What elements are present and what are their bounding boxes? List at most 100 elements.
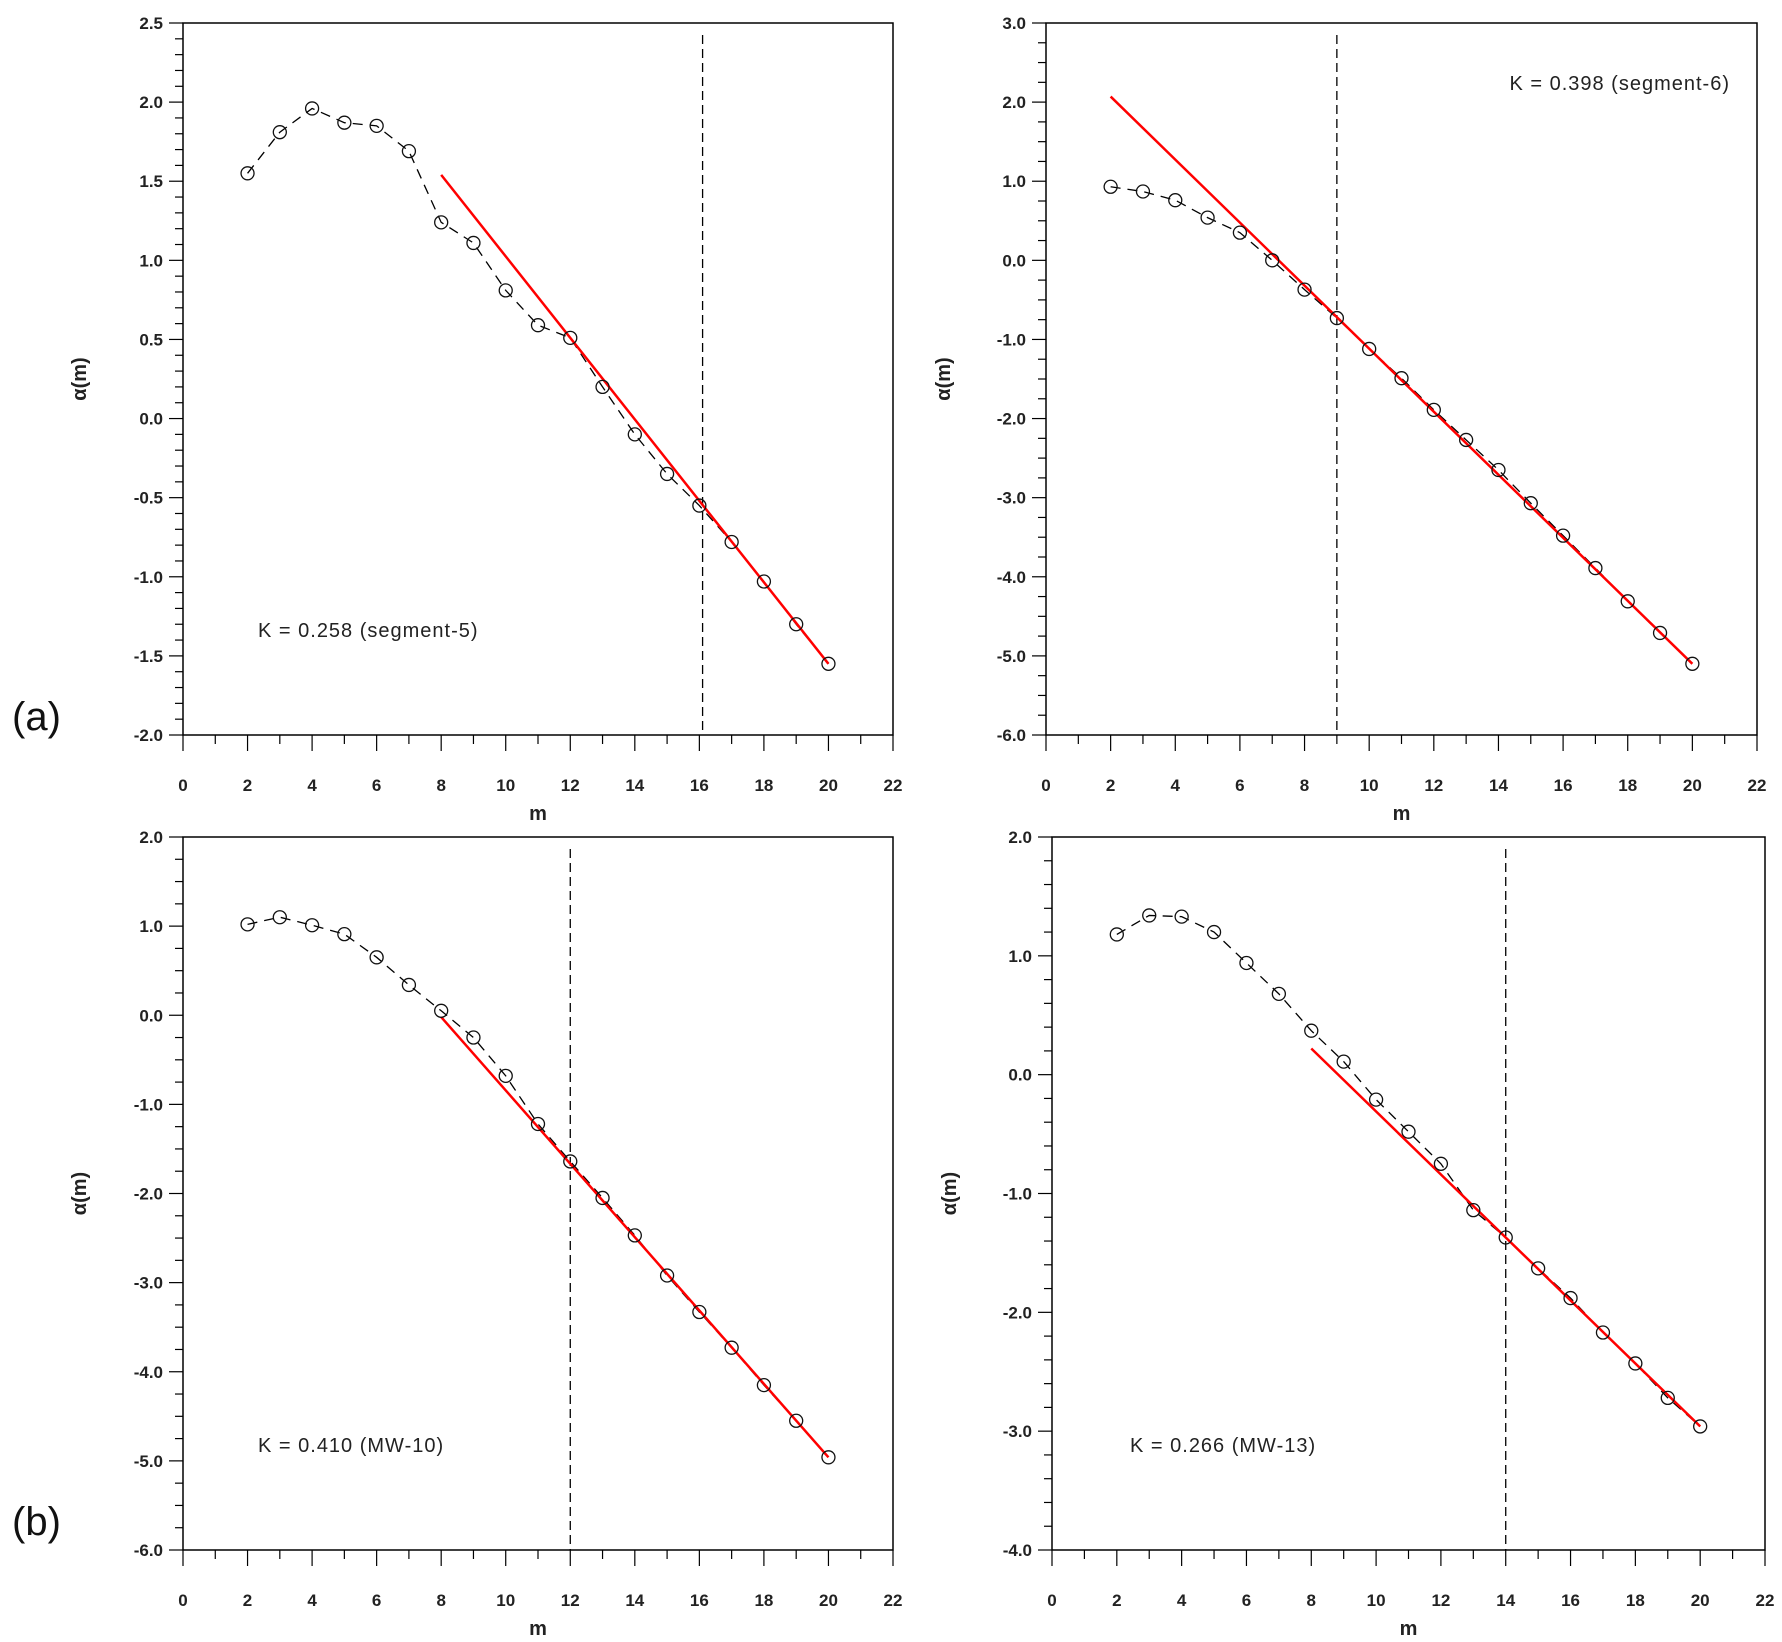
y-tick-label: -3.0 bbox=[1003, 1422, 1032, 1441]
data-point bbox=[240, 917, 255, 932]
data-point bbox=[1466, 1202, 1481, 1218]
y-tick-label: 0.0 bbox=[139, 1006, 163, 1025]
data-point bbox=[1336, 1054, 1351, 1069]
data-point bbox=[272, 125, 287, 140]
data-point bbox=[1595, 1325, 1611, 1340]
data-point bbox=[498, 283, 513, 298]
data-point bbox=[1652, 625, 1668, 641]
data-point bbox=[1368, 1092, 1384, 1107]
data-point bbox=[530, 1116, 546, 1132]
x-tick-label: 14 bbox=[1489, 776, 1508, 795]
data-point bbox=[1491, 462, 1506, 478]
data-point bbox=[724, 1340, 739, 1355]
x-tick-label: 22 bbox=[884, 776, 903, 795]
data-point bbox=[304, 101, 320, 116]
x-tick-label: 8 bbox=[1307, 1591, 1316, 1610]
y-tick-label: 2.0 bbox=[139, 828, 163, 847]
chart-panel-2: -6.0 -5.0 -4.0 -3.0 -2.0 -1.0 0.0 1.0 2.0 3.0 0 2 4 6… bbox=[933, 14, 1766, 825]
data-point bbox=[789, 617, 804, 632]
data-series-line bbox=[1110, 186, 1693, 665]
y-tick-label: -2.0 bbox=[134, 1185, 163, 1204]
data-point bbox=[756, 574, 772, 589]
y-tick-label: -4.0 bbox=[997, 568, 1026, 587]
data-point bbox=[434, 215, 449, 230]
y-tick-label: 0.0 bbox=[1008, 1066, 1032, 1085]
data-point bbox=[1142, 908, 1157, 923]
y-tick-label: -2.0 bbox=[997, 410, 1026, 429]
data-point bbox=[1239, 955, 1254, 971]
y-tick-label: 1.5 bbox=[139, 172, 163, 191]
data-point bbox=[627, 1228, 642, 1243]
x-tick-label: 12 bbox=[561, 776, 580, 795]
panel-label-b: (b) bbox=[12, 1500, 61, 1544]
data-point bbox=[1109, 927, 1124, 942]
data-point bbox=[1232, 225, 1248, 240]
y-tick-label: 2.0 bbox=[1008, 828, 1032, 847]
x-tick-label: 6 bbox=[372, 776, 381, 795]
y-tick-label: -2.0 bbox=[1003, 1303, 1032, 1322]
x-tick-label: 18 bbox=[1626, 1591, 1645, 1610]
data-point bbox=[434, 1003, 449, 1018]
x-tick-label: 20 bbox=[819, 776, 838, 795]
x-tick-label: 4 bbox=[307, 1591, 317, 1610]
data-point bbox=[1362, 341, 1377, 357]
panel-label-a: (a) bbox=[12, 695, 61, 739]
x-tick-label: 8 bbox=[436, 776, 445, 795]
data-point bbox=[1265, 253, 1280, 268]
y-tick-label: 1.0 bbox=[1008, 947, 1032, 966]
data-point bbox=[1168, 193, 1183, 208]
x-tick-label: 2 bbox=[243, 776, 252, 795]
y-tick-label: -1.0 bbox=[134, 1095, 163, 1114]
x-tick-label: 0 bbox=[178, 776, 187, 795]
y-tick-label: -3.0 bbox=[997, 489, 1026, 508]
data-point bbox=[1498, 1230, 1513, 1245]
x-tick-label: 22 bbox=[1756, 1591, 1775, 1610]
chart-panel-4: -4.0 -3.0 -2.0 -1.0 0.0 1.0 2.0 0 2 4 6 8 10 12 14 16 18… bbox=[939, 828, 1774, 1640]
y-tick-label: 1.0 bbox=[1002, 172, 1026, 191]
data-point bbox=[1555, 528, 1571, 543]
y-tick-label: -1.0 bbox=[997, 330, 1026, 349]
x-tick-label: 16 bbox=[1554, 776, 1573, 795]
annotation-label: K = 0.258 (segment-5) bbox=[258, 620, 479, 642]
x-tick-label: 14 bbox=[625, 776, 644, 795]
y-tick-label: -1.5 bbox=[134, 647, 163, 666]
data-point bbox=[1588, 560, 1603, 576]
data-point bbox=[401, 144, 417, 159]
data-point bbox=[1530, 1261, 1546, 1276]
x-tick-label: 10 bbox=[1367, 1591, 1386, 1610]
x-tick-label: 18 bbox=[1618, 776, 1637, 795]
data-point bbox=[369, 118, 384, 133]
data-point bbox=[240, 166, 255, 181]
x-axis-label: m bbox=[1400, 1618, 1418, 1640]
data-point bbox=[1401, 1124, 1416, 1139]
data-point bbox=[595, 379, 610, 395]
x-tick-label: 14 bbox=[625, 1591, 644, 1610]
x-tick-label: 0 bbox=[1047, 1591, 1056, 1610]
data-point bbox=[1200, 210, 1215, 225]
y-tick-label: 2.5 bbox=[139, 14, 163, 33]
x-tick-label: 16 bbox=[690, 1591, 709, 1610]
x-tick-label: 0 bbox=[178, 1591, 187, 1610]
y-tick-label: -1.0 bbox=[1003, 1185, 1032, 1204]
data-point bbox=[1563, 1290, 1578, 1306]
y-tick-label: -6.0 bbox=[134, 1541, 163, 1560]
y-tick-label: 0.0 bbox=[139, 410, 163, 429]
fit-line bbox=[1109, 95, 1694, 665]
data-series-line bbox=[247, 916, 829, 1458]
data-point bbox=[789, 1413, 804, 1428]
x-tick-label: 4 bbox=[1171, 776, 1181, 795]
y-tick-label: 3.0 bbox=[1002, 14, 1026, 33]
y-axis-label: α(m) bbox=[939, 1172, 961, 1215]
x-tick-label: 12 bbox=[561, 1591, 580, 1610]
data-point bbox=[756, 1377, 772, 1393]
y-tick-label: 1.0 bbox=[139, 917, 163, 936]
y-tick-label: -6.0 bbox=[997, 726, 1026, 745]
x-tick-label: 4 bbox=[1177, 1591, 1187, 1610]
y-tick-label: -3.0 bbox=[134, 1274, 163, 1293]
y-axis-label: α(m) bbox=[69, 1172, 91, 1215]
x-tick-label: 4 bbox=[307, 776, 317, 795]
y-tick-label: 2.0 bbox=[139, 93, 163, 112]
fit-line bbox=[440, 1016, 830, 1459]
data-point bbox=[724, 534, 739, 550]
data-point bbox=[595, 1190, 610, 1206]
